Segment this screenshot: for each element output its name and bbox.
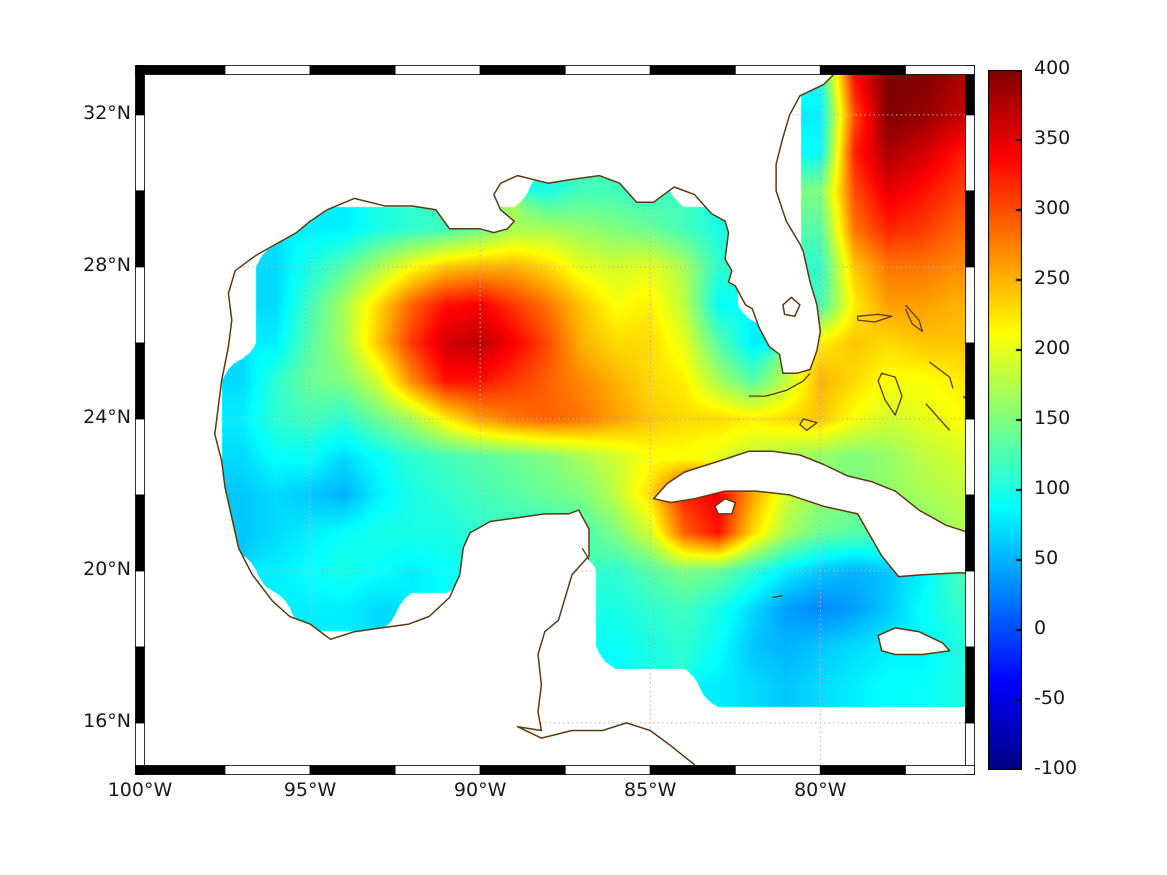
heatmap-canvas <box>140 70 970 770</box>
colorbar-tick-label: 0 <box>1034 617 1047 639</box>
colorbar-tick-label: 50 <box>1034 547 1059 569</box>
colorbar-tick-label: 150 <box>1034 407 1071 429</box>
colorbar-tick-label: 100 <box>1034 477 1071 499</box>
colorbar-tick-label: 400 <box>1034 57 1071 79</box>
x-tick-label: 90°W <box>453 779 507 801</box>
x-tick-label: 100°W <box>107 779 173 801</box>
colorbar-tick-label: 350 <box>1034 127 1071 149</box>
colorbar-tick-label: 200 <box>1034 337 1071 359</box>
colorbar-tick-label: -50 <box>1034 687 1066 709</box>
colorbar <box>988 70 1022 770</box>
x-tick-label: 80°W <box>794 779 847 801</box>
y-tick-label: 28°N <box>83 253 131 276</box>
colorbar-tick-label: -100 <box>1034 757 1078 779</box>
colorbar-tick-label: 250 <box>1034 267 1071 289</box>
colorbar-tick-label: 300 <box>1034 197 1071 219</box>
x-tick-label: 85°W <box>624 779 677 801</box>
x-tick-label: 95°W <box>283 779 337 801</box>
y-tick-label: 16°N <box>83 709 131 732</box>
y-tick-label: 32°N <box>83 101 131 124</box>
y-tick-label: 20°N <box>83 557 131 580</box>
y-tick-label: 24°N <box>83 405 131 428</box>
